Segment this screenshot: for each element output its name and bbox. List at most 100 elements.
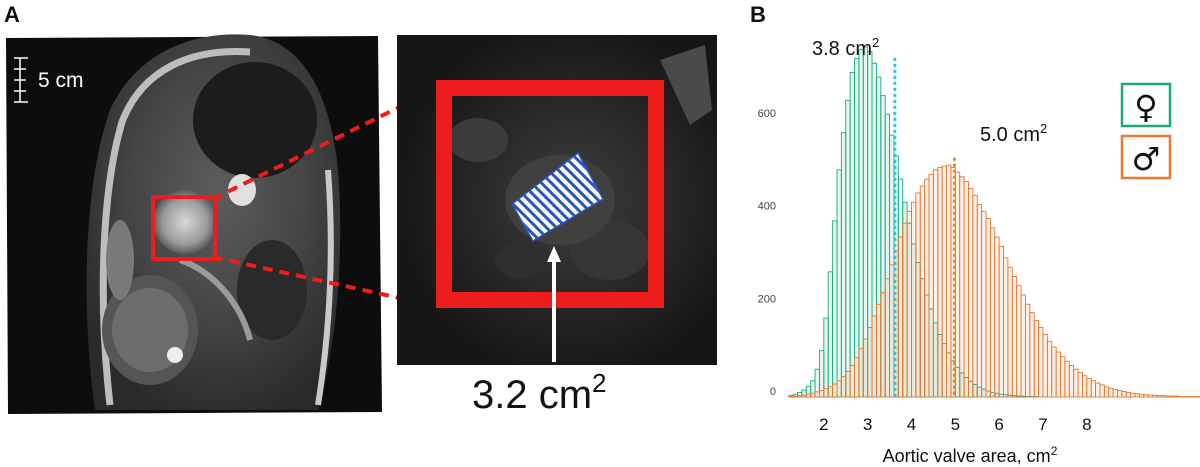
female-bar	[858, 48, 864, 398]
male-bar	[1086, 378, 1092, 398]
female-bar	[854, 58, 860, 398]
male-bar	[867, 327, 873, 398]
male-bar	[827, 386, 834, 398]
male-bar	[1038, 327, 1044, 398]
mri-overview-image	[6, 34, 382, 414]
x-tick-label: 4	[907, 415, 916, 434]
female-bar	[836, 169, 842, 398]
male-bar	[849, 365, 855, 398]
male-bar	[1060, 356, 1066, 398]
male-bar	[854, 357, 860, 398]
male-bar	[963, 180, 969, 398]
male-bar	[1143, 394, 1149, 398]
male-bar	[919, 185, 926, 398]
male-bar	[1077, 371, 1083, 398]
male-bar	[1073, 368, 1079, 398]
male-bar	[994, 236, 1000, 398]
male-bar	[1033, 320, 1040, 398]
female-bar	[819, 350, 825, 398]
male-bar	[880, 292, 886, 398]
male-bar	[1103, 386, 1110, 398]
male-bar	[976, 204, 983, 398]
male-bar	[972, 194, 978, 398]
male-bar	[1160, 395, 1167, 398]
y-tick-label: 600	[758, 108, 776, 120]
male-bar	[928, 173, 934, 398]
male-bar	[1108, 387, 1114, 398]
valve-area-measurement: 3.2 cm2	[472, 368, 607, 417]
male-bar	[836, 380, 842, 398]
female-bar	[845, 99, 851, 398]
male-bar	[968, 187, 974, 398]
x-tick-label: 5	[951, 415, 960, 434]
male-bar	[1051, 346, 1057, 398]
female-bar	[827, 271, 834, 398]
aortic-valve-histogram: 0 200 400 600 2 3 4 5 6 7 8 Aortic valve area, cm…	[758, 46, 1200, 466]
female-bar	[849, 71, 855, 398]
male-bar	[1020, 294, 1026, 398]
male-bar	[862, 338, 869, 398]
male-bar	[797, 395, 803, 398]
male-mean-annotation: 5.0 cm2	[980, 121, 1047, 146]
x-tick-label: 3	[863, 415, 872, 434]
male-bar	[1068, 365, 1075, 398]
y-tick-label: 200	[758, 293, 776, 305]
male-bar	[1011, 276, 1018, 398]
male-bar	[1042, 333, 1048, 398]
male-bar	[1174, 395, 1180, 398]
mean-lines	[893, 57, 956, 397]
male-bar	[897, 236, 904, 398]
male-bar	[959, 176, 965, 398]
male-bar	[1165, 395, 1171, 398]
x-axis-ticks: 2 3 4 5 6 7 8	[819, 415, 1091, 434]
male-bar	[902, 222, 908, 398]
scale-bar-label: 5 cm	[38, 69, 84, 92]
male-bar	[1138, 393, 1145, 398]
male-bar	[871, 315, 877, 398]
male-bar	[1147, 394, 1154, 398]
mri-zoom-image	[397, 35, 717, 365]
male-bar	[941, 165, 947, 398]
male-bar	[1016, 285, 1022, 398]
male-bar	[875, 303, 882, 398]
male-bar	[1024, 303, 1031, 398]
male-bar	[884, 278, 891, 398]
male-bar	[1152, 394, 1158, 398]
male-bar	[814, 391, 820, 398]
chart-legend: ♀ ♂	[1120, 82, 1172, 180]
male-bar	[1095, 382, 1101, 398]
male-bar	[937, 167, 943, 398]
panel-b-label: B	[750, 2, 766, 27]
male-bar	[1029, 312, 1035, 398]
male-bar	[1007, 266, 1013, 398]
x-axis-label: Aortic valve area, cm2	[883, 444, 1058, 466]
male-bar	[911, 201, 917, 398]
male-bar	[1156, 395, 1162, 398]
male-bar	[858, 347, 864, 398]
female-mean-annotation: 3.8 cm2	[812, 35, 879, 60]
female-bar	[832, 220, 838, 398]
male-bar	[924, 178, 930, 398]
x-tick-label: 2	[819, 415, 828, 434]
male-bar	[1130, 392, 1136, 398]
male-bar	[1125, 391, 1132, 398]
scale-bar	[14, 57, 28, 103]
male-bar	[1064, 360, 1070, 398]
valve-area-hatch	[511, 151, 605, 243]
male-bar	[1099, 384, 1105, 398]
male-bar	[998, 245, 1004, 398]
male-bar	[1134, 393, 1140, 398]
male-bar	[845, 371, 851, 398]
male-bar	[915, 192, 921, 398]
male-bar	[1081, 375, 1088, 398]
male-bar	[1090, 380, 1097, 398]
x-tick-label: 8	[1082, 415, 1091, 434]
male-bar	[819, 390, 825, 398]
female-bar	[840, 132, 847, 398]
male-bar	[932, 169, 939, 398]
x-tick-label: 7	[1038, 415, 1047, 434]
male-bar	[889, 264, 895, 398]
male-bar	[792, 395, 798, 398]
x-tick-label: 6	[994, 415, 1003, 434]
male-bar	[823, 388, 829, 398]
